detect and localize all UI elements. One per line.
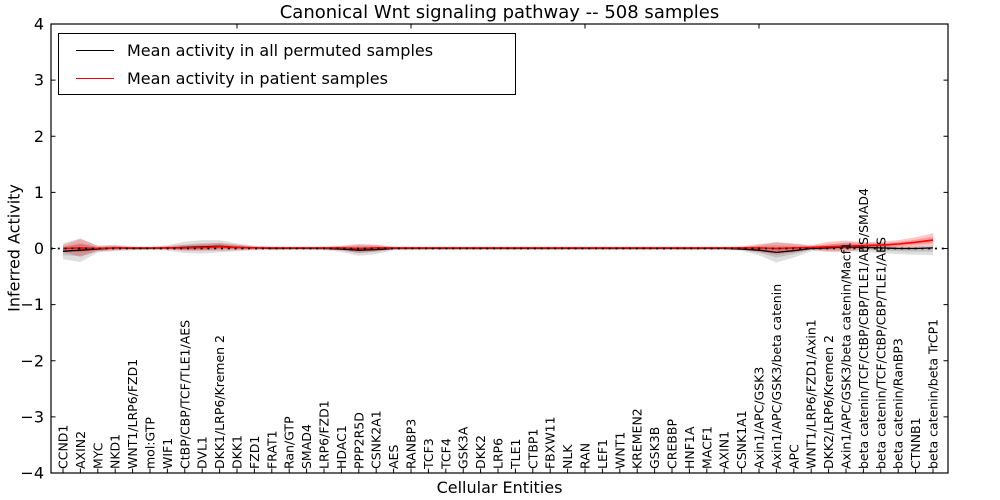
x-category-label: CtBP/CBP/TCF/TLE1/AES bbox=[177, 320, 192, 469]
x-category-label: Ran/GTP bbox=[282, 416, 297, 469]
x-category-label: GSK3A bbox=[456, 426, 471, 469]
y-tick-label: 3 bbox=[34, 71, 44, 90]
x-category-label: FRAT1 bbox=[264, 430, 279, 469]
x-category-label: CCND1 bbox=[56, 425, 71, 469]
x-category-label: TCF3 bbox=[421, 438, 436, 470]
y-tick-label: −4 bbox=[20, 464, 44, 483]
y-tick-label: 1 bbox=[34, 183, 44, 202]
axis-ticks bbox=[51, 23, 948, 474]
x-category-label: HDAC1 bbox=[334, 425, 349, 469]
x-category-label: SMAD4 bbox=[299, 424, 314, 469]
x-category-label: NLK bbox=[560, 444, 575, 469]
x-category-label: WNT1/LRP6/FZD1 bbox=[125, 359, 140, 469]
x-category-label: KREMEN2 bbox=[630, 408, 645, 469]
y-tick-label: 4 bbox=[34, 15, 44, 34]
x-category-label: DKK2/LRP6/Kremen 2 bbox=[821, 335, 836, 469]
x-category-label: beta catenin/beta TrCP1 bbox=[926, 319, 941, 469]
y-tick-labels: 4 3 2 1 0 −1 −2 −3 −4 bbox=[20, 15, 44, 483]
y-axis-title: Inferred Activity bbox=[4, 184, 24, 312]
x-category-label: beta catenin/RanBP3 bbox=[891, 338, 906, 469]
x-category-label: LRP6 bbox=[491, 438, 506, 469]
legend-item-label: Mean activity in patient samples bbox=[127, 68, 388, 88]
chart-title: Canonical Wnt signaling pathway -- 508 s… bbox=[279, 2, 720, 23]
y-tick-label: −1 bbox=[20, 295, 44, 314]
x-category-label: CSNK1A1 bbox=[734, 410, 749, 469]
x-category-label: WIF1 bbox=[160, 438, 175, 469]
x-category-label: CREBBP bbox=[665, 419, 680, 469]
x-category-label: TLE1 bbox=[508, 439, 523, 470]
x-category-label: RANBP3 bbox=[404, 419, 419, 469]
x-category-label: HNF1A bbox=[682, 426, 697, 469]
x-category-label: FBXW11 bbox=[543, 416, 558, 469]
x-category-label: mol:GTP bbox=[143, 417, 158, 469]
x-category-label: PPP2R5D bbox=[351, 412, 366, 469]
legend: Mean activity in all permuted samples Me… bbox=[58, 33, 516, 95]
x-category-label: FZD1 bbox=[247, 436, 262, 469]
permuted-line-swatch bbox=[76, 49, 114, 51]
x-category-label: WNT1/LRP6/FZD1/Axin1 bbox=[804, 319, 819, 469]
x-category-label: WNT1 bbox=[612, 432, 627, 469]
legend-item-patient: Mean activity in patient samples bbox=[59, 69, 515, 88]
patient-line-swatch bbox=[76, 77, 114, 79]
x-category-label: NKD1 bbox=[108, 434, 123, 469]
x-category-label: CTBP1 bbox=[525, 429, 540, 469]
x-category-label: LRP6/FZD1 bbox=[317, 400, 332, 469]
x-category-label: beta catenin/TCF/CtBP/CBP/TLE1/AES bbox=[873, 237, 888, 469]
y-tick-label: −2 bbox=[20, 351, 44, 370]
x-category-label: MYC bbox=[90, 442, 105, 469]
band-outer-patient bbox=[63, 233, 933, 257]
x-category-label: GSK3B bbox=[647, 427, 662, 469]
x-category-label: DVL1 bbox=[195, 436, 210, 469]
mean-line-patient bbox=[62, 239, 934, 250]
x-category-labels: CCND1 AXIN2 MYC NKD1 WNT1/LRP6/FZD1 mol:GTP WI… bbox=[56, 188, 941, 470]
x-category-label: DKK2 bbox=[473, 435, 488, 469]
x-category-label: LEF1 bbox=[595, 439, 610, 469]
x-category-label: CSNK2A1 bbox=[369, 410, 384, 469]
x-category-label: AXIN1 bbox=[717, 431, 732, 469]
x-category-label: TCF4 bbox=[438, 438, 453, 470]
x-category-label: MACF1 bbox=[699, 426, 714, 469]
x-category-label: APC bbox=[786, 444, 801, 469]
x-category-label: AES bbox=[386, 445, 401, 469]
legend-item-permuted: Mean activity in all permuted samples bbox=[59, 41, 515, 60]
x-category-label: beta catenin/TCF/CtBP/CBP/TLE1/AES/SMAD4 bbox=[856, 188, 871, 469]
x-category-label: Axin1/APC/GSK3 bbox=[752, 367, 767, 469]
x-category-label: DKK1/LRP6/Kremen 2 bbox=[212, 335, 227, 469]
y-tick-label: 0 bbox=[34, 239, 44, 258]
x-category-label: Axin1/APC/GSK3/beta catenin/Macf1 bbox=[839, 242, 854, 469]
x-axis-title: Cellular Entities bbox=[436, 478, 563, 497]
x-category-label: CTNNB1 bbox=[908, 417, 923, 469]
x-category-label: DKK1 bbox=[230, 435, 245, 469]
x-category-label: AXIN2 bbox=[73, 431, 88, 469]
y-tick-label: −3 bbox=[20, 407, 44, 426]
x-category-label: RAN bbox=[578, 443, 593, 469]
legend-item-label: Mean activity in all permuted samples bbox=[127, 40, 434, 60]
y-tick-label: 2 bbox=[34, 127, 44, 146]
mean-lines bbox=[62, 239, 934, 254]
x-category-label: Axin1/APC/GSK3/beta catenin bbox=[769, 284, 784, 469]
